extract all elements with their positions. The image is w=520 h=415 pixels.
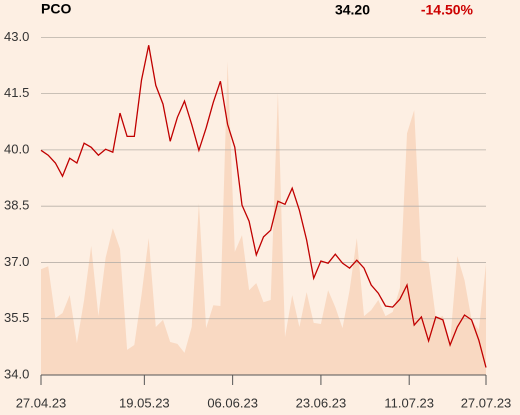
y-tick-label: 37.0 xyxy=(4,254,29,269)
y-tick-label: 40.0 xyxy=(4,141,29,156)
x-tick-label: 11.07.23 xyxy=(384,395,434,410)
chart-title: PCO xyxy=(41,1,71,17)
x-tick-label: 27.07.23 xyxy=(461,395,512,410)
y-tick-label: 38.5 xyxy=(4,198,29,213)
x-tick-label: 23.06.23 xyxy=(296,395,347,410)
y-tick-label: 34.0 xyxy=(4,366,29,381)
y-tick-label: 35.5 xyxy=(4,310,29,325)
price-line xyxy=(40,45,487,368)
last-price: 34.20 xyxy=(335,2,370,18)
y-tick-label: 41.5 xyxy=(4,85,29,100)
x-tick-label: 06.06.23 xyxy=(207,395,258,410)
volume-area xyxy=(41,61,486,376)
price-change: -14.50% xyxy=(421,2,474,18)
x-tick-label: 19.05.23 xyxy=(119,395,170,410)
y-tick-label: 43.0 xyxy=(4,29,29,44)
x-tick-label: 27.04.23 xyxy=(16,395,67,410)
